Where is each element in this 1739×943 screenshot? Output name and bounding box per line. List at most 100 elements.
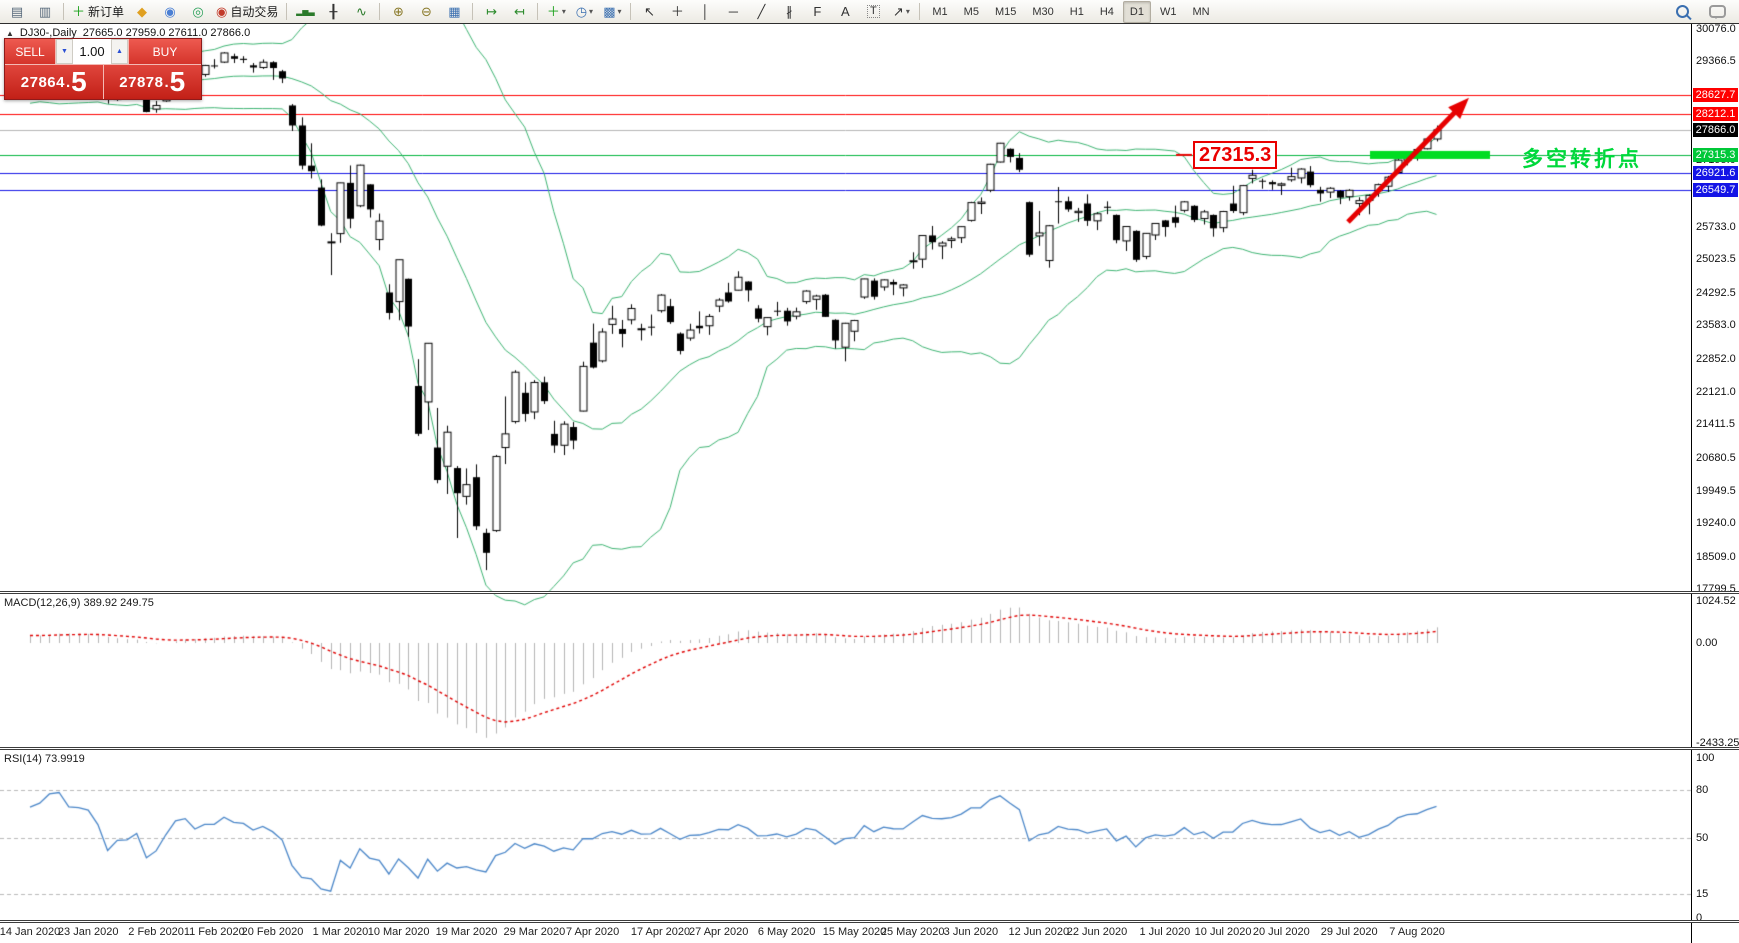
auto-scroll-icon-glyph: ↦ xyxy=(485,4,497,19)
tile-windows-icon-glyph: ▦ xyxy=(448,4,461,19)
timeframe-d1[interactable]: D1 xyxy=(1122,0,1151,23)
price-chart-canvas[interactable] xyxy=(0,24,1691,943)
chat-bubble-glyph xyxy=(1708,5,1726,19)
new-order-button-label: 新订单 xyxy=(88,5,125,19)
text-tool-glyph: A xyxy=(841,4,850,19)
macd-tick: 0.00 xyxy=(1696,637,1718,649)
symbol-header: ▲ DJ30-,Daily 27665.0 27959.0 27611.0 27… xyxy=(6,27,250,39)
community-chat-icon[interactable] xyxy=(1704,1,1730,23)
chevron-down-icon: ▾ xyxy=(617,7,622,16)
zoom-in-icon[interactable]: ⊕ xyxy=(385,1,411,23)
periods-button[interactable]: ◷ ▾ xyxy=(571,1,597,23)
fibonacci-tool-glyph: F xyxy=(813,4,822,19)
horizontal-line-tool-glyph: ─ xyxy=(728,4,738,19)
price-scale[interactable]: 30076.029366.527195.026484.025733.025023… xyxy=(1691,23,1739,943)
price-tick: 24292.5 xyxy=(1696,286,1736,299)
text-label-tool[interactable]: T xyxy=(860,1,886,23)
templates-button-glyph: ▩ xyxy=(603,4,616,19)
crosshair-tool[interactable]: ＋ xyxy=(664,1,690,23)
date-label: 12 Jun 2020 xyxy=(1008,926,1070,938)
line-chart-icon[interactable]: ∿ xyxy=(348,1,374,23)
data-window-icon[interactable]: ▥ xyxy=(32,1,58,23)
timeframe-m5[interactable]: M5 xyxy=(963,5,979,18)
timeframe-w1[interactable]: W1 xyxy=(1159,5,1177,18)
macd-pane-label: MACD(12,26,9) 389.92 249.75 xyxy=(4,597,154,609)
volume-stepper: ▼ ▲ xyxy=(55,39,129,64)
sell-button[interactable]: SELL xyxy=(5,39,55,64)
auto-scroll-icon[interactable]: ↦ xyxy=(478,1,504,23)
date-label: 27 Apr 2020 xyxy=(689,926,749,938)
date-label: 10 Mar 2020 xyxy=(367,926,430,938)
panel-collapse-icon[interactable]: ▲ xyxy=(6,28,14,38)
date-label: 23 Jan 2020 xyxy=(57,926,119,938)
rsi-tick: 80 xyxy=(1696,784,1709,796)
date-label: 11 Feb 2020 xyxy=(183,926,245,938)
price-tick: 25733.0 xyxy=(1696,221,1736,234)
price-tick: 21411.5 xyxy=(1696,418,1735,431)
chart-shift-icon-glyph: ↤ xyxy=(513,4,525,19)
buy-button[interactable]: BUY xyxy=(129,39,201,64)
date-label: 1 Mar 2020 xyxy=(312,926,369,938)
price-badge-28212.1: 28212.1 xyxy=(1693,107,1738,122)
volume-input[interactable] xyxy=(73,39,111,64)
trendline-tool[interactable]: ╱ xyxy=(748,1,774,23)
candlestick-chart-icon-glyph: ╂ xyxy=(329,4,338,19)
main-macd-splitter[interactable] xyxy=(0,591,1739,594)
autotrading-button[interactable]: ◉ 自动交易 xyxy=(213,1,281,23)
horizontal-line-tool[interactable]: ─ xyxy=(720,1,746,23)
price-tick: 25023.5 xyxy=(1696,253,1736,266)
zoom-out-icon-glyph: ⊖ xyxy=(420,4,432,19)
macd-rsi-splitter[interactable] xyxy=(0,747,1739,750)
volume-increase-button[interactable]: ▲ xyxy=(111,39,128,64)
date-axis: 14 Jan 2020 23 Jan 2020 2 Feb 2020 11 Feb 2… xyxy=(0,926,1691,943)
toolbar-separator xyxy=(63,3,64,20)
date-label: 3 Jun 2020 xyxy=(943,926,999,938)
price-tick: 29366.5 xyxy=(1696,55,1736,68)
buy-price[interactable]: 27878. 5 xyxy=(103,65,201,99)
timeframe-m30[interactable]: M30 xyxy=(1032,5,1054,18)
date-label: 15 May 2020 xyxy=(822,926,887,938)
date-label: 29 Jul 2020 xyxy=(1320,926,1378,938)
indicators-add-button[interactable]: ＋ ▾ xyxy=(543,1,569,23)
chart-shift-icon[interactable]: ↤ xyxy=(506,1,532,23)
metaeditor-icon[interactable]: ◆ xyxy=(129,1,155,23)
volume-decrease-button[interactable]: ▼ xyxy=(56,39,73,64)
price-tick: 19949.5 xyxy=(1696,484,1736,497)
timeframe-mn[interactable]: MN xyxy=(1192,5,1210,18)
chat-icon[interactable]: ◉ xyxy=(157,1,183,23)
price-badge-26921.6: 26921.6 xyxy=(1693,165,1738,180)
timeframe-m1[interactable]: M1 xyxy=(932,5,948,18)
turning-point-annotation[interactable]: 多空转折点 xyxy=(1522,147,1642,171)
tile-windows-icon[interactable]: ▦ xyxy=(441,1,467,23)
candlestick-chart-icon[interactable]: ╂ xyxy=(320,1,346,23)
sell-price[interactable]: 27864. 5 xyxy=(5,65,104,99)
templates-button[interactable]: ▩ ▾ xyxy=(599,1,625,23)
date-label: 14 Jan 2020 xyxy=(0,926,61,938)
timeframe-bar: M1 M5 M15 M30 H1 H4 D1 W1 MN xyxy=(924,0,1217,23)
search-icon[interactable] xyxy=(1669,1,1695,23)
indicators-add-button-glyph: ＋ xyxy=(546,4,560,19)
panels-toggle-icon[interactable]: ▤ xyxy=(4,1,30,23)
zoom-out-icon[interactable]: ⊖ xyxy=(413,1,439,23)
timeframe-h4[interactable]: H4 xyxy=(1099,5,1114,18)
text-label-tool-glyph: T xyxy=(867,5,880,18)
vertical-line-tool[interactable]: │ xyxy=(692,1,718,23)
rsi-dateaxis-splitter[interactable] xyxy=(0,920,1739,923)
arrows-tool[interactable]: ↗ ▾ xyxy=(888,1,914,23)
cursor-tool[interactable]: ↖ xyxy=(636,1,662,23)
bar-chart-icon[interactable]: ▂▅▃ xyxy=(292,1,318,23)
timeframe-h1[interactable]: H1 xyxy=(1069,5,1084,18)
signals-icon[interactable]: ◎ xyxy=(185,1,211,23)
fibonacci-tool[interactable]: F xyxy=(804,1,830,23)
price-tick: 18509.0 xyxy=(1696,550,1736,563)
support-price-label[interactable]: 27315.3 xyxy=(1193,140,1278,169)
panels-toggle-icon-glyph: ▤ xyxy=(10,4,24,19)
date-label: 6 May 2020 xyxy=(757,926,816,938)
macd-tick: -2433.25 xyxy=(1696,736,1739,749)
timeframe-m15[interactable]: M15 xyxy=(994,5,1017,18)
new-order-button[interactable]: ＋新订单 xyxy=(69,1,127,23)
price-tick: 23583.0 xyxy=(1696,319,1736,332)
price-badge-27866.0: 27866.0 xyxy=(1693,122,1738,137)
text-tool[interactable]: A xyxy=(832,1,858,23)
equidistant-channel-tool[interactable]: ∦ xyxy=(776,1,802,23)
